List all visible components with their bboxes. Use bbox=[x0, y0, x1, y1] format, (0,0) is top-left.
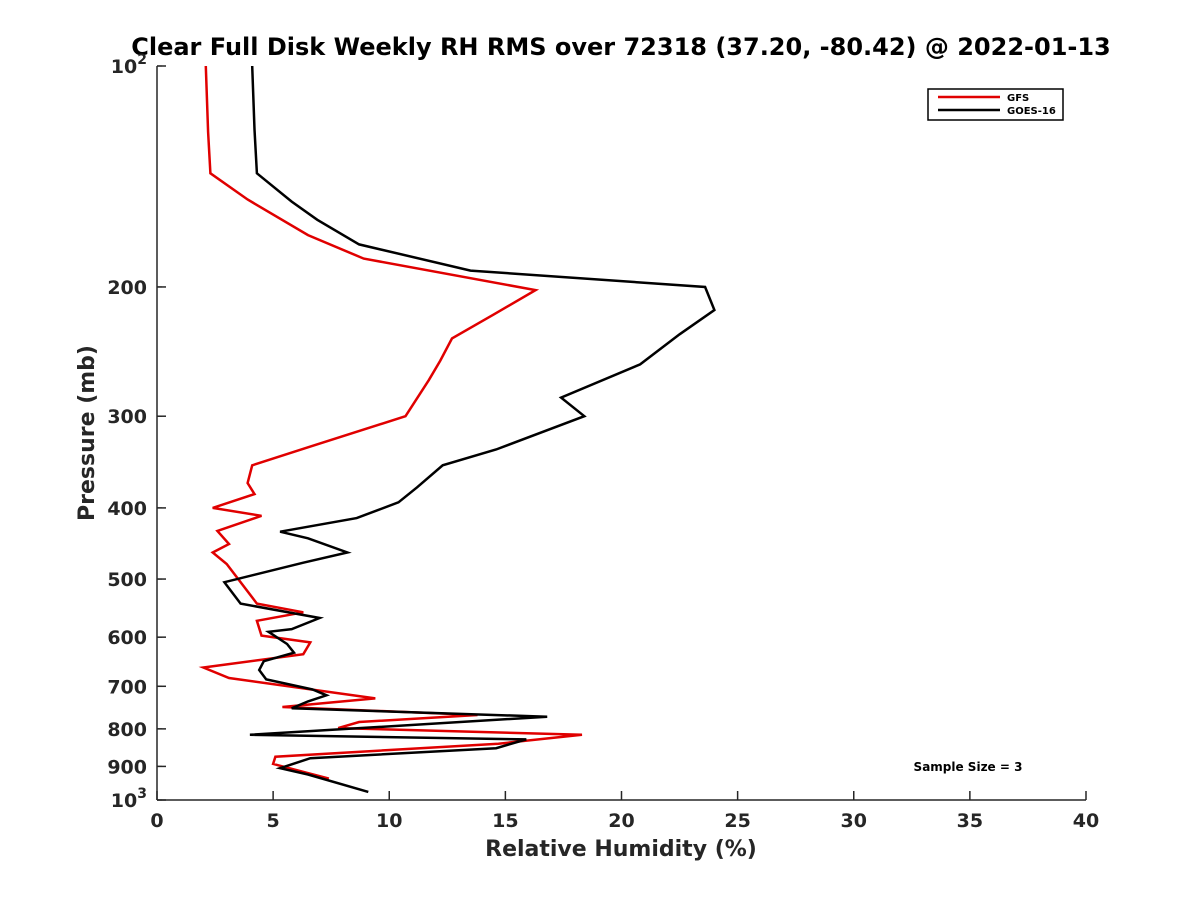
x-tick-label: 0 bbox=[150, 810, 163, 832]
series-lines bbox=[198, 65, 716, 794]
y-tick-label: 800 bbox=[107, 719, 147, 741]
y-axis-label: Pressure (mb) bbox=[75, 345, 100, 521]
series-line-goes-16 bbox=[222, 65, 716, 794]
y-tick-label: 500 bbox=[107, 569, 147, 591]
y-tick-label: 103 bbox=[111, 786, 147, 812]
y-tick-label: 300 bbox=[107, 406, 147, 428]
x-tick-label: 20 bbox=[608, 810, 634, 832]
sample-size-annotation: Sample Size = 3 bbox=[914, 760, 1023, 774]
x-tick-label: 25 bbox=[724, 810, 750, 832]
legend-label-goes16: GOES-16 bbox=[1007, 106, 1056, 117]
chart-title: Clear Full Disk Weekly RH RMS over 72318… bbox=[131, 33, 1111, 61]
legend-label-gfs: GFS bbox=[1007, 93, 1029, 104]
x-tick-label: 30 bbox=[841, 810, 867, 832]
x-tick-label: 35 bbox=[957, 810, 983, 832]
legend-box bbox=[927, 88, 1064, 121]
x-tick-label: 15 bbox=[492, 810, 518, 832]
y-tick-label: 600 bbox=[107, 627, 147, 649]
y-tick-label: 200 bbox=[107, 277, 147, 299]
x-tick-label: 10 bbox=[376, 810, 402, 832]
y-tick-label: 400 bbox=[107, 498, 147, 520]
axes: 0 5 10 15 20 25 30 35 40 200 300 400 500 600 700 800 900… bbox=[107, 52, 1099, 832]
x-axis-label: Relative Humidity (%) bbox=[485, 837, 757, 862]
x-tick-label: 40 bbox=[1073, 810, 1099, 832]
series-line-gfs bbox=[198, 65, 583, 780]
x-tick-label: 5 bbox=[267, 810, 280, 832]
legend: GFS GOES-16 bbox=[927, 88, 1064, 121]
y-tick-label: 700 bbox=[107, 676, 147, 698]
y-tick-label: 900 bbox=[107, 756, 147, 778]
